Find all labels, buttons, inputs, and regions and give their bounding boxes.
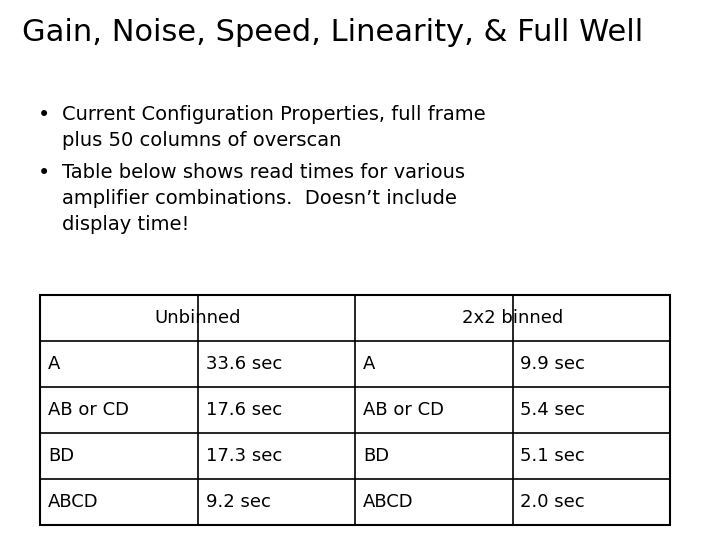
Text: Gain, Noise, Speed, Linearity, & Full Well: Gain, Noise, Speed, Linearity, & Full We… [22, 18, 643, 47]
Text: ABCD: ABCD [48, 493, 99, 511]
Text: 2.0 sec: 2.0 sec [521, 493, 585, 511]
Text: 5.1 sec: 5.1 sec [521, 447, 585, 465]
Text: •: • [38, 163, 50, 183]
Text: Unbinned: Unbinned [154, 309, 240, 327]
Text: Table below shows read times for various
amplifier combinations.  Doesn’t includ: Table below shows read times for various… [62, 163, 465, 233]
Text: 5.4 sec: 5.4 sec [521, 401, 585, 419]
Text: BD: BD [48, 447, 74, 465]
Text: AB or CD: AB or CD [363, 401, 444, 419]
Text: 33.6 sec: 33.6 sec [205, 355, 282, 373]
Text: AB or CD: AB or CD [48, 401, 129, 419]
Text: A: A [48, 355, 60, 373]
Text: 2x2 binned: 2x2 binned [462, 309, 563, 327]
Text: ABCD: ABCD [363, 493, 413, 511]
Text: Current Configuration Properties, full frame
plus 50 columns of overscan: Current Configuration Properties, full f… [62, 105, 485, 150]
Text: BD: BD [363, 447, 389, 465]
Text: 9.9 sec: 9.9 sec [521, 355, 585, 373]
Text: 17.3 sec: 17.3 sec [205, 447, 282, 465]
Text: 9.2 sec: 9.2 sec [205, 493, 271, 511]
Text: 17.6 sec: 17.6 sec [205, 401, 282, 419]
Text: A: A [363, 355, 375, 373]
Text: •: • [38, 105, 50, 125]
Bar [40, 295, 670, 525]
